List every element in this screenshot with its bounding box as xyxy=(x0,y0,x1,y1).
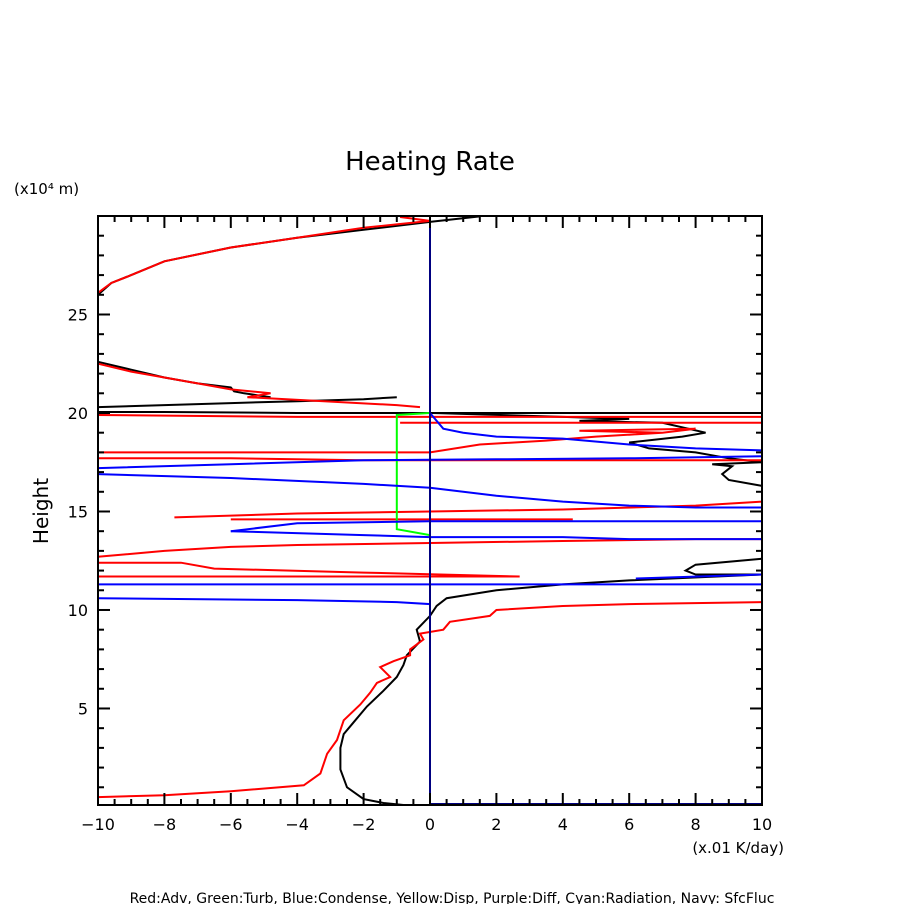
x-tick-label: −10 xyxy=(81,815,115,834)
series-total-line xyxy=(97,360,271,399)
series-turb xyxy=(395,412,431,537)
y-tick-label: 15 xyxy=(68,502,88,521)
y-tick-label: 10 xyxy=(68,601,88,620)
x-tick-label: 8 xyxy=(691,815,701,834)
series-layer xyxy=(97,215,763,806)
x-tick-label: 0 xyxy=(425,815,435,834)
x-axis-label: (x.01 K/day) xyxy=(692,839,784,857)
series-condense-line xyxy=(97,597,431,606)
x-tick-label: −2 xyxy=(352,815,376,834)
y-axis-label: Height xyxy=(29,478,53,544)
axes-layer: −10 −8 −6 −4 −2 0 2 4 6 8 10 5 10 15 20 25 xyxy=(68,215,772,834)
x-tick-label: −8 xyxy=(153,815,177,834)
series-turb-line xyxy=(395,412,431,537)
series-adv-line xyxy=(98,427,696,454)
series-total-line xyxy=(433,412,763,464)
x-tick-label: −6 xyxy=(219,815,243,834)
chart-title: Heating Rate xyxy=(345,147,515,177)
series-adv-line xyxy=(97,216,431,294)
series-total-line xyxy=(97,396,397,409)
legend-text: Red:Adv, Green:Turb, Blue:Condense, Yell… xyxy=(130,891,775,904)
series-adv-line xyxy=(174,500,763,519)
y-tick-label: 25 xyxy=(68,305,88,324)
x-tick-label: 2 xyxy=(491,815,501,834)
series-adv-line xyxy=(97,362,421,409)
series-total-line xyxy=(683,557,763,576)
series-condense-line xyxy=(635,573,763,580)
series-total xyxy=(97,215,763,806)
series-total-line xyxy=(339,573,763,806)
series-adv-line xyxy=(97,601,763,799)
series-adv-line xyxy=(98,561,520,578)
y-tick-label: 5 xyxy=(78,699,88,718)
y-unit-label: (x10⁴ m) xyxy=(14,180,79,198)
series-total-line xyxy=(97,215,480,296)
x-tick-label: −4 xyxy=(285,815,309,834)
series-total-line xyxy=(712,461,763,487)
x-tick-label: 6 xyxy=(624,815,634,834)
x-tick-label: 4 xyxy=(558,815,568,834)
series-condense-line xyxy=(429,412,763,452)
series-condense-line xyxy=(97,473,762,509)
y-tick-label: 20 xyxy=(68,404,88,423)
x-tick-label: 10 xyxy=(752,815,772,834)
series-condense-line xyxy=(230,530,762,541)
series-condense-line xyxy=(230,520,762,533)
